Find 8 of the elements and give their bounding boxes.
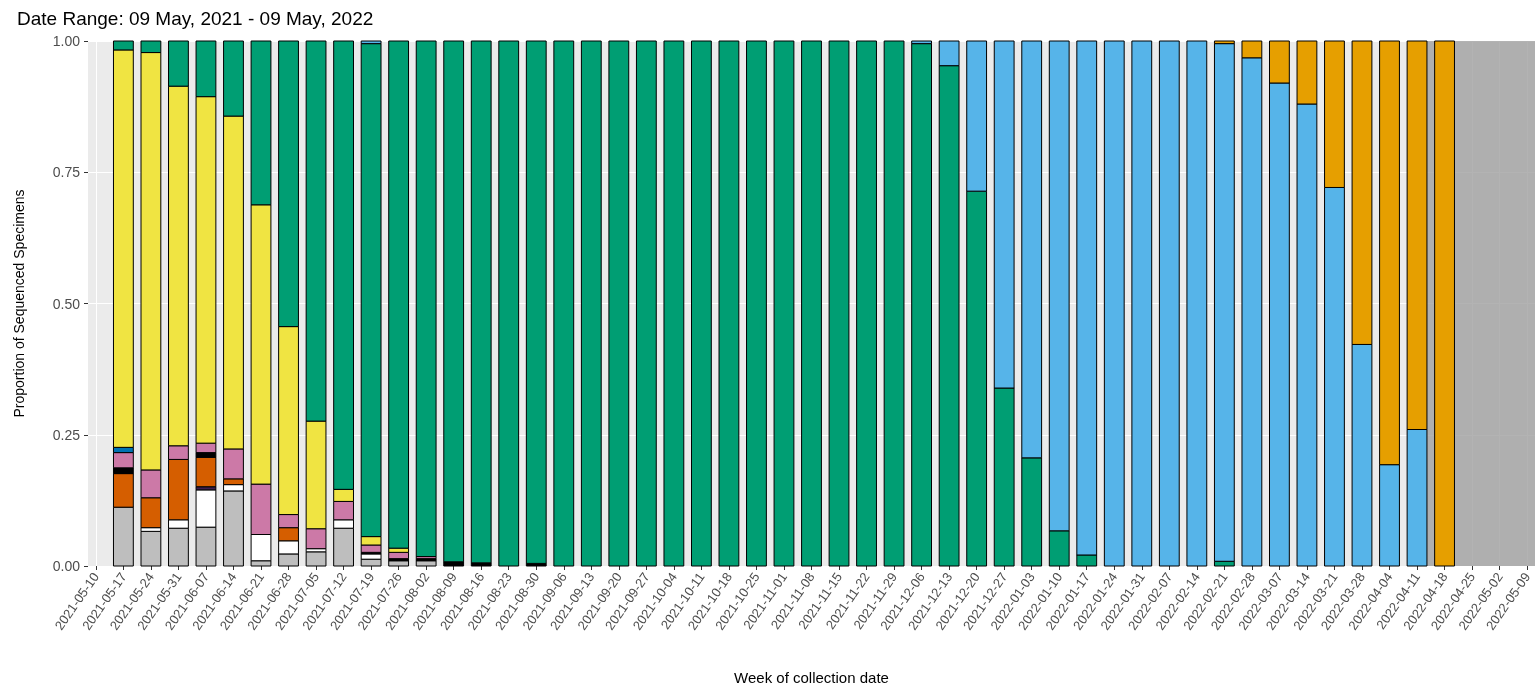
x-axis-title: Week of collection date	[734, 669, 889, 686]
chart-title: Date Range: 09 May, 2021 - 09 May, 2022	[17, 8, 374, 29]
y-tick-label: 0.75	[52, 164, 81, 181]
y-axis-title: Proportion of Sequenced Specimens	[11, 189, 27, 418]
y-tick-label: 0.50	[52, 295, 81, 312]
y-tick-label: 0.00	[52, 558, 81, 574]
y-tick-label: 1.00	[52, 33, 81, 49]
y-tick-label: 0.25	[52, 426, 81, 443]
